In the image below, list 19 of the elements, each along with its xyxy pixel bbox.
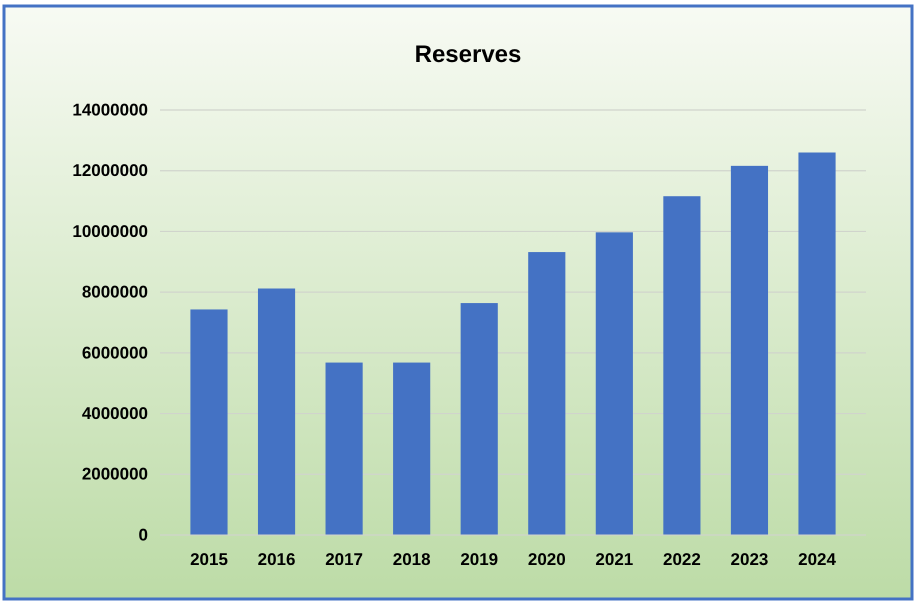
x-tick-label: 2015 bbox=[190, 550, 228, 570]
y-tick-label: 0 bbox=[138, 525, 148, 544]
x-tick-label: 2017 bbox=[325, 550, 364, 570]
y-tick-label: 6000000 bbox=[82, 343, 148, 362]
x-tick-label: 2019 bbox=[460, 550, 498, 570]
x-tick-label: 2021 bbox=[595, 550, 634, 570]
chart-title: Reserves bbox=[414, 41, 522, 68]
x-tick-label: 2022 bbox=[662, 550, 701, 570]
y-tick-label: 2000000 bbox=[82, 464, 148, 484]
y-tick-label: 14000000 bbox=[72, 100, 148, 120]
x-tick-label: 2016 bbox=[258, 550, 296, 570]
x-tick-label: 2024 bbox=[798, 550, 836, 570]
y-tick-label: 8000000 bbox=[82, 282, 148, 302]
y-tick-label: 10000000 bbox=[72, 222, 148, 241]
y-tick-label: 4000000 bbox=[82, 404, 148, 424]
y-tick-label: 12000000 bbox=[72, 161, 148, 180]
x-tick-label: 2018 bbox=[392, 550, 431, 570]
x-tick-label: 2020 bbox=[528, 550, 566, 570]
x-tick-label: 2023 bbox=[730, 550, 768, 570]
